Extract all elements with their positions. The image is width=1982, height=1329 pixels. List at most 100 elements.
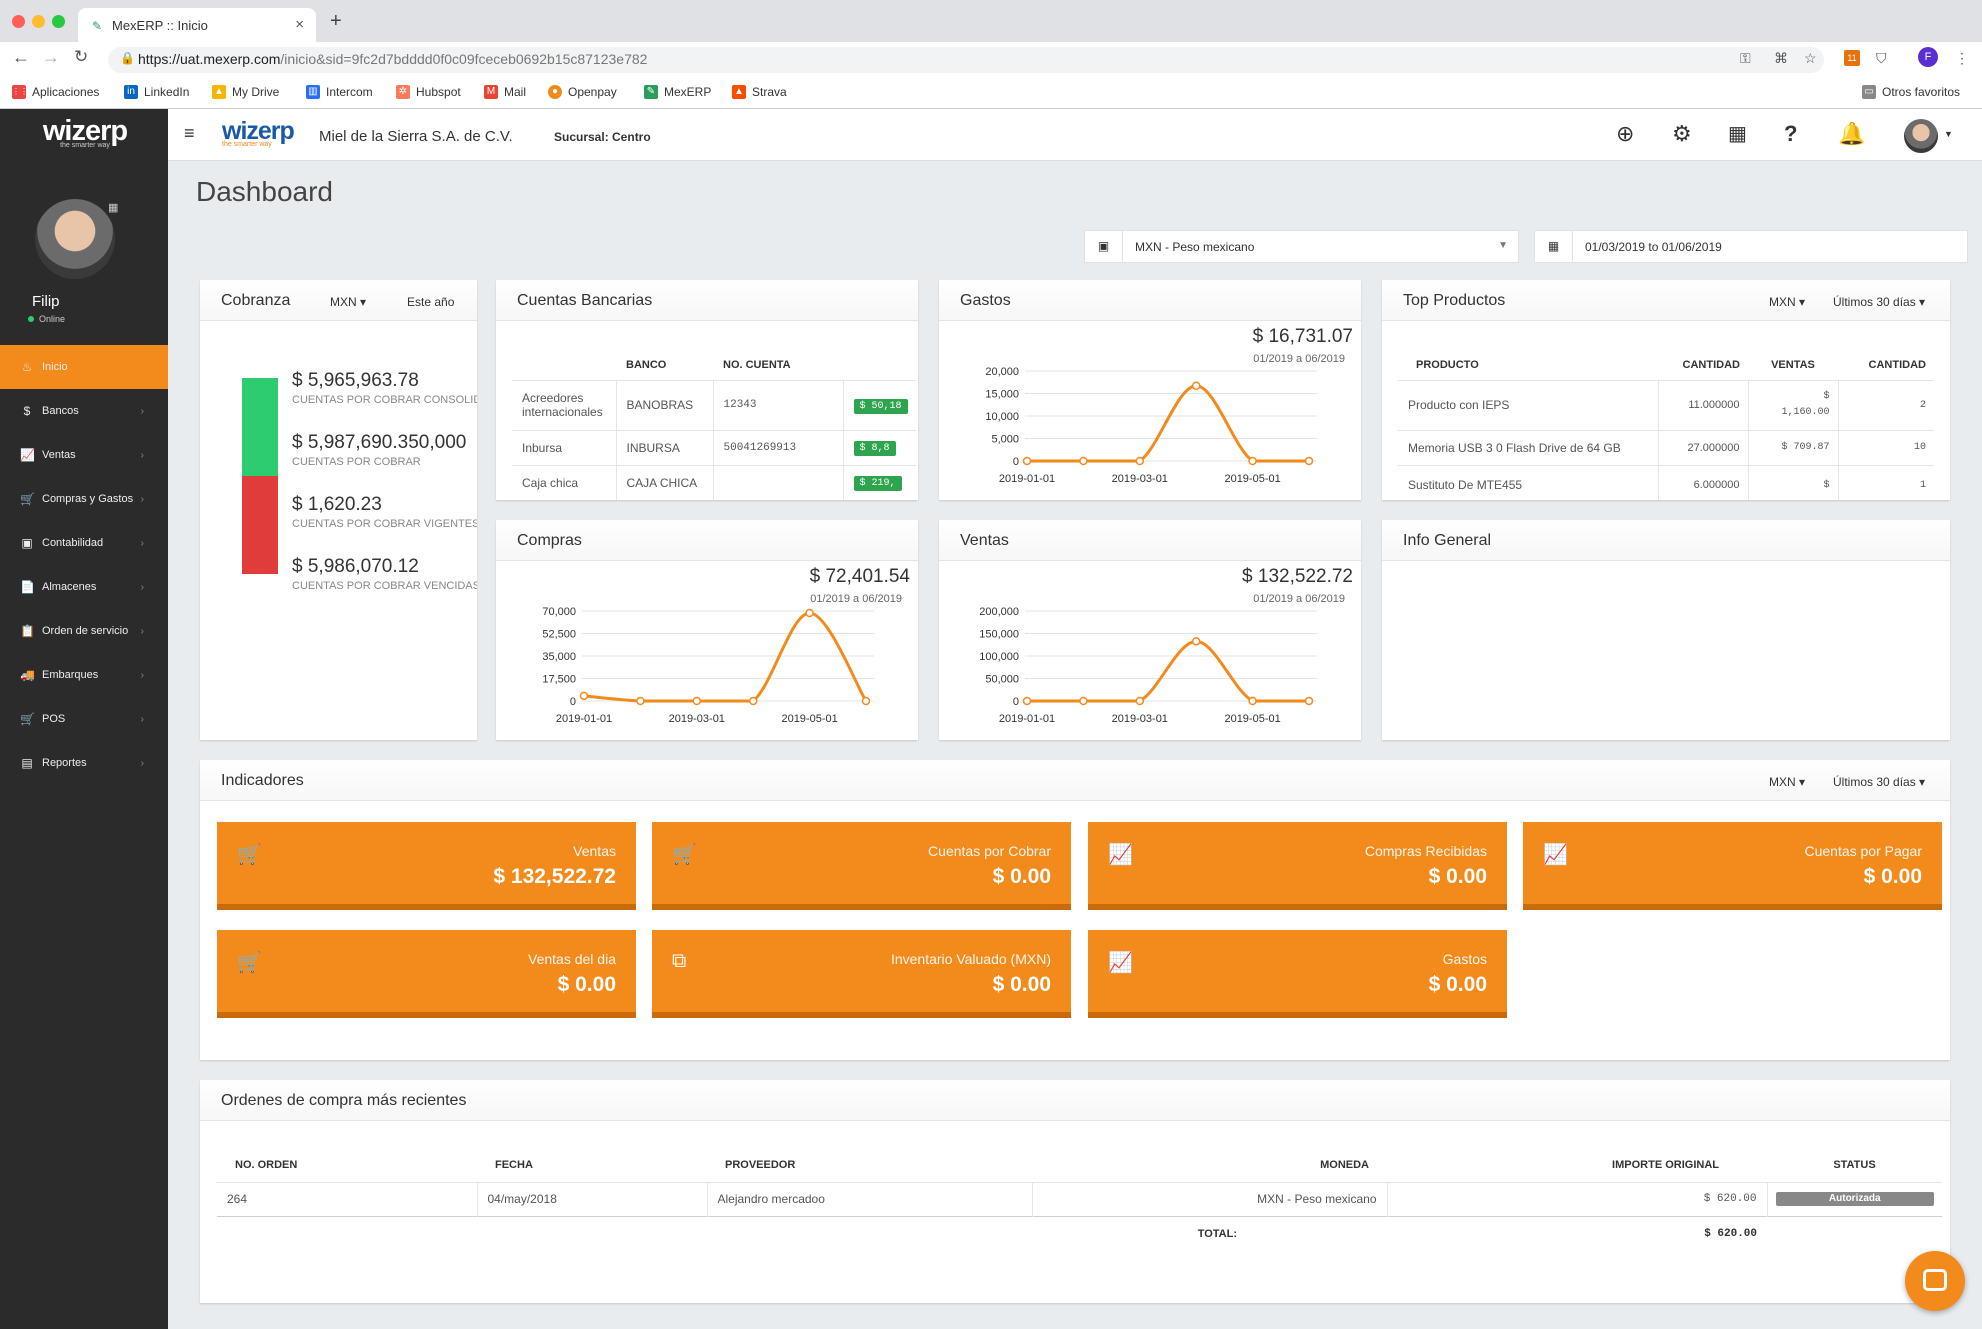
shield-extension-icon[interactable]: ⛉ <box>1876 50 1887 66</box>
sidebar-item-ventas[interactable]: 📈 Ventas › <box>20 448 144 462</box>
y-tick-label: 200,000 <box>979 606 1019 618</box>
indicator-card-ventas-dia[interactable]: 🛒 Ventas del dia $ 0.00 <box>217 930 636 1018</box>
bookmark-strava[interactable]: ▲ Strava <box>732 85 787 99</box>
sidebar-item-reportes[interactable]: ▤ Reportes › <box>21 756 144 770</box>
currency-select[interactable]: ▣ MXN - Peso mexicano ▼ <box>1084 230 1519 263</box>
period-dropdown[interactable]: Este año <box>407 295 455 309</box>
gastos-panel: Gastos $ 16,731.07 01/2019 a 06/2019 20,… <box>939 280 1361 500</box>
reload-icon[interactable]: ↻ <box>74 47 89 66</box>
sidebar-item-pos[interactable]: 🛒 POS › <box>20 712 144 726</box>
table-row[interactable]: Memoria USB 3 0 Flash Drive de 64 GB 27.… <box>1398 430 1934 465</box>
top-productos-panel: Top Productos MXN ▾ Últimos 30 días ▾ PR… <box>1382 280 1950 500</box>
sidebar-item-inicio[interactable]: ♨ Inicio <box>0 345 168 389</box>
indicator-card-gastos[interactable]: 📈 Gastos $ 0.00 <box>1088 930 1507 1018</box>
translate-icon[interactable]: ⌘ <box>1774 50 1788 66</box>
indicator-card-cuentas-pagar[interactable]: 📈 Cuentas por Pagar $ 0.00 <box>1523 822 1942 910</box>
y-tick-label: 0 <box>1013 456 1019 468</box>
cobranza-bar <box>242 378 278 574</box>
ventas-total: $ 132,522.72 <box>1242 566 1353 587</box>
cobranza-bar-green <box>242 378 278 476</box>
help-icon[interactable]: ? <box>1784 121 1798 146</box>
bookmark-mail[interactable]: M Mail <box>484 85 526 99</box>
forward-icon[interactable]: → <box>42 47 60 67</box>
period-dropdown[interactable]: Últimos 30 días ▾ <box>1833 775 1926 789</box>
bookmark-my-drive[interactable]: ▲ My Drive <box>212 85 279 99</box>
sidebar-logo[interactable]: wizerp the smarter way <box>42 115 128 149</box>
bookmark-intercom[interactable]: ▥ Intercom <box>306 85 373 99</box>
indicator-card-ventas[interactable]: 🛒 Ventas $ 132,522.72 <box>217 822 636 910</box>
bookmark-linkedin[interactable]: in LinkedIn <box>124 85 189 99</box>
back-icon[interactable]: ← <box>12 47 30 67</box>
data-point <box>805 608 814 618</box>
online-dot-icon <box>28 316 34 322</box>
cobranza-item: $ 5,987,690.350,000 CUENTAS POR COBRAR <box>292 432 467 468</box>
bookmark-hubspot[interactable]: ✲ Hubspot <box>396 85 461 99</box>
indicator-card-compras-recibidas[interactable]: 📈 Compras Recibidas $ 0.00 <box>1088 822 1507 910</box>
calendar-icon[interactable]: ▦ <box>1728 123 1747 145</box>
column-header: MONEDA <box>1320 1158 1369 1171</box>
info-general-panel: Info General <box>1382 520 1950 740</box>
settings-gears-icon[interactable]: ⚙ <box>1672 121 1692 146</box>
close-window-button[interactable] <box>12 15 25 28</box>
chat-launcher-button[interactable] <box>1905 1251 1965 1311</box>
sidebar-item-compras-gastos[interactable]: 🛒 Compras y Gastos › <box>20 492 144 506</box>
table-row[interactable]: Producto con IEPS 11.000000 $1,160.00 2 <box>1398 380 1934 430</box>
browser-tab[interactable]: ✎ MexERP :: Inicio × <box>78 8 316 42</box>
profile-avatar[interactable]: F <box>1918 47 1938 67</box>
company-name[interactable]: Miel de la Sierra S.A. de C.V. <box>319 128 513 145</box>
tab-close-icon[interactable]: × <box>295 16 304 33</box>
sidebar-item-embarques[interactable]: 🚚 Embarques › <box>20 668 144 682</box>
minimize-window-button[interactable] <box>32 15 45 28</box>
user-avatar[interactable] <box>35 199 115 279</box>
y-tick-label: 150,000 <box>979 629 1019 641</box>
currency-dropdown[interactable]: MXN ▾ <box>1769 295 1806 309</box>
panel-title: Cuentas Bancarias <box>517 292 653 309</box>
add-icon[interactable]: ⊕ <box>1616 121 1635 146</box>
bookmarks-bar: ⋮⋮ Aplicaciones in LinkedIn ▲ My Drive ▥ Int… <box>0 76 1982 109</box>
sidebar-item-bancos[interactable]: $ Bancos › <box>0 389 168 433</box>
url-field[interactable]: 🔒 https://uat.mexerp.com/inicio&sid=9fc2… <box>108 47 1824 73</box>
chevron-right-icon: › <box>140 757 144 769</box>
table-row[interactable]: Acreedores internacionales BANOBRAS 1234… <box>512 380 916 430</box>
bookmark-openpay[interactable]: ● Openpay <box>548 85 617 99</box>
cobranza-panel: Cobranza MXN ▾ Este año $ 5,965,963.78 C… <box>200 280 477 740</box>
sidebar-item-orden-servicio[interactable]: 📋 Orden de servicio › <box>20 624 144 638</box>
table-row[interactable]: Sustituto De MTE455 6.000000 $ 1 <box>1398 465 1934 500</box>
bookmark-star-icon[interactable]: ☆ <box>1804 50 1817 66</box>
column-header: STATUS <box>1833 1158 1876 1171</box>
notifications-bell-icon[interactable]: 🔔 <box>1838 121 1866 146</box>
bookmark-aplicaciones[interactable]: ⋮⋮ Aplicaciones <box>12 85 100 99</box>
data-point <box>748 696 758 706</box>
x-tick-label: 2019-05-01 <box>1224 713 1280 725</box>
header-user-avatar[interactable] <box>1904 119 1938 153</box>
date-range-input[interactable]: ▦ 01/03/2019 to 01/06/2019 <box>1534 230 1968 263</box>
extension-badge-icon[interactable]: 11 <box>1844 50 1860 66</box>
calendar-icon[interactable]: ▦ <box>108 202 119 214</box>
period-dropdown[interactable]: Últimos 30 días ▾ <box>1833 295 1926 309</box>
currency-dropdown[interactable]: MXN ▾ <box>330 295 367 309</box>
table-row[interactable]: Caja chica CAJA CHICA $ 219, <box>512 465 916 500</box>
new-tab-button[interactable]: + <box>330 10 342 32</box>
sidebar-item-contabilidad[interactable]: ▣ Contabilidad › <box>21 536 144 550</box>
currency-dropdown[interactable]: MXN ▾ <box>1769 775 1806 789</box>
branch-name[interactable]: Sucursal: Centro <box>554 130 651 144</box>
data-point <box>1248 456 1257 466</box>
table-row[interactable]: Inbursa INBURSA 50041269913 $ 8,8 <box>512 430 916 465</box>
hamburger-menu-icon[interactable]: ≡ <box>184 123 195 143</box>
bookmark-other-folder[interactable]: ▭ Otros favoritos <box>1862 85 1960 99</box>
y-tick-label: 35,000 <box>542 651 576 663</box>
column-header: CANTIDAD <box>1868 358 1926 371</box>
maximize-window-button[interactable] <box>52 15 65 28</box>
series-line <box>1027 384 1309 463</box>
indicator-card-inventario[interactable]: ⧉ Inventario Valuado (MXN) $ 0.00 <box>652 930 1071 1018</box>
indicator-card-cuentas-cobrar[interactable]: 🛒 Cuentas por Cobrar $ 0.00 <box>652 822 1071 910</box>
table-row[interactable]: 264 04/may/2018 Alejandro mercadoo MXN -… <box>217 1182 1942 1216</box>
key-icon[interactable]: ⚿ <box>1740 50 1751 66</box>
ventas-line-chart: 200,000 150,000 100,000 50,000 0 2019-01-01 20… <box>979 606 1317 725</box>
brand-logo[interactable]: wizerp the smarter way <box>222 117 295 148</box>
browser-menu-icon[interactable]: ⋮ <box>1955 50 1969 66</box>
y-tick-label: 0 <box>570 696 576 708</box>
bookmark-mexerp[interactable]: ✎ MexERP <box>644 85 711 99</box>
caret-down-icon[interactable]: ▼ <box>1944 129 1953 139</box>
sidebar-item-almacenes[interactable]: 📄 Almacenes › <box>20 580 144 594</box>
